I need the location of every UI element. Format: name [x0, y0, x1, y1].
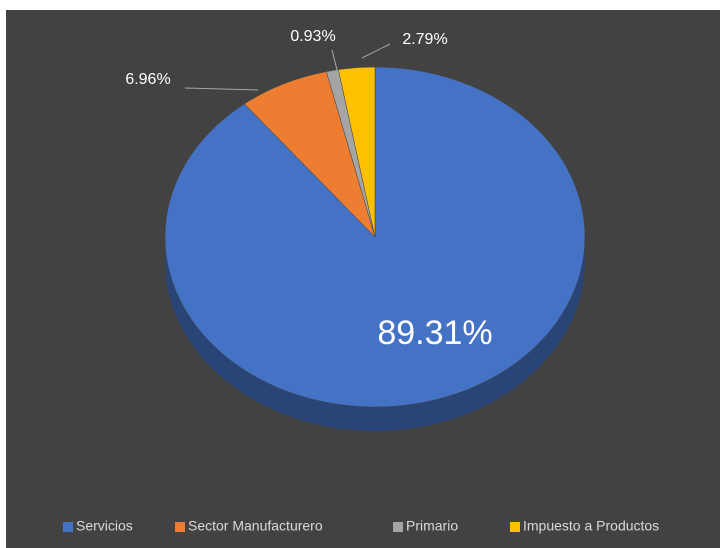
data-label: 6.96% — [125, 71, 170, 88]
leader-line — [184, 87, 259, 91]
leader-line — [331, 49, 338, 71]
data-label: 2.79% — [402, 31, 447, 48]
data-label: 0.93% — [290, 28, 335, 45]
legend-swatch — [393, 522, 403, 532]
legend-swatch — [63, 522, 73, 532]
pie-slice — [338, 66, 376, 238]
legend-label: Primario — [406, 518, 458, 534]
legend-label: Sector Manufacturero — [188, 518, 323, 534]
data-label: 89.31% — [377, 314, 492, 352]
legend-label: Impuesto a Productos — [523, 518, 659, 534]
legend-swatch — [510, 522, 520, 532]
legend-swatch — [175, 522, 185, 532]
leader-line — [361, 43, 391, 59]
legend-label: Servicios — [76, 518, 133, 534]
